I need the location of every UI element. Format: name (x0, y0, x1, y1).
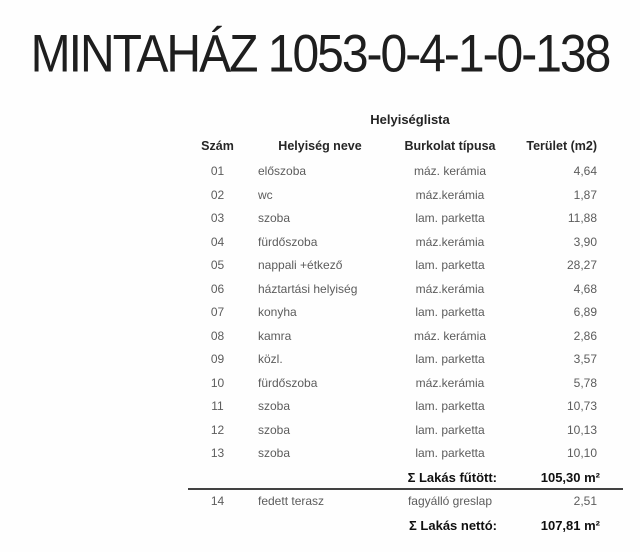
cell-num: 10 (210, 375, 225, 390)
table-row: 06 háztartási helyiség máz.kerámia 4,68 (185, 278, 600, 302)
cell-area: 11,88 (567, 211, 597, 225)
summary-heated-label: Σ Lakás fűtött: (407, 469, 497, 485)
table-row: 01 előszoba máz. kerámia 4,64 (185, 160, 600, 184)
cell-area: 3,90 (573, 234, 597, 249)
cell-area: 2,51 (573, 493, 597, 508)
table-row: 03 szoba lam. parketta 11,88 (185, 207, 600, 231)
cell-area: 6,89 (573, 305, 597, 319)
cell-area: 1,87 (573, 187, 597, 202)
cell-num: 05 (210, 258, 225, 272)
cell-floor: lam. parketta (415, 446, 485, 460)
cell-floor: fagyálló greslap (407, 493, 493, 508)
cell-floor: lam. parketta (415, 305, 485, 319)
table-row: 12 szoba lam. parketta 10,13 (185, 419, 600, 443)
cell-num: 07 (210, 305, 225, 319)
cell-name: szoba (258, 422, 291, 437)
cell-num: 12 (210, 422, 225, 437)
cell-area: 28,27 (566, 258, 597, 272)
cell-num: 01 (210, 164, 225, 178)
column-header-name: Helyiség neve (278, 139, 362, 153)
cell-name: wc (258, 187, 273, 202)
cell-area: 5,78 (573, 375, 597, 390)
cell-name: konyha (258, 305, 297, 319)
table-header-row: Szám Helyiség neve Burkolat típusa Terül… (185, 133, 600, 160)
cell-name: előszoba (258, 164, 307, 178)
cell-num: 08 (210, 328, 225, 343)
table-row-outdoor: 14 fedett terasz fagyálló greslap 2,51 (185, 490, 600, 514)
cell-name: közl. (258, 352, 283, 366)
room-list-table: Helyiséglista Szám Helyiség neve Burkola… (185, 106, 623, 539)
cell-area: 10,73 (566, 399, 597, 413)
column-header-num: Szám (201, 139, 234, 153)
summary-heated-value: 105,30 m² (540, 469, 600, 485)
table-row: 11 szoba lam. parketta 10,73 (185, 395, 600, 419)
cell-area: 3,57 (573, 352, 597, 366)
cell-floor: lam. parketta (415, 258, 485, 272)
cell-floor: máz. kerámia (413, 328, 487, 343)
summary-heated-row: Σ Lakás fűtött: 105,30 m² (185, 466, 600, 490)
cell-name: szoba (258, 446, 291, 460)
cell-name: szoba (258, 211, 291, 225)
cell-name: kamra (258, 328, 292, 343)
cell-floor: lam. parketta (415, 399, 485, 413)
cell-name: háztartási helyiség (258, 281, 358, 296)
cell-num: 09 (210, 352, 225, 366)
cell-area: 4,64 (573, 164, 597, 178)
cell-floor: máz.kerámia (415, 234, 485, 249)
table-row: 05 nappali +étkező lam. parketta 28,27 (185, 254, 600, 278)
table-row: 04 fürdőszoba máz.kerámia 3,90 (185, 231, 600, 255)
cell-floor: máz.kerámia (415, 187, 485, 202)
table-row: 07 konyha lam. parketta 6,89 (185, 301, 600, 325)
cell-floor: lam. parketta (415, 211, 485, 225)
cell-num: 04 (210, 234, 225, 249)
table-row: 13 szoba lam. parketta 10,10 (185, 442, 600, 466)
cell-num: 03 (210, 211, 225, 225)
cell-floor: máz. kerámia (413, 164, 487, 178)
summary-net-label: Σ Lakás nettó: (409, 518, 497, 533)
cell-name: fedett terasz (258, 493, 325, 508)
cell-area: 4,68 (573, 281, 597, 296)
table-row: 09 közl. lam. parketta 3,57 (185, 348, 600, 372)
page-title: MINTAHÁZ 1053-0-4-1-0-138 (30, 25, 612, 84)
cell-num: 13 (210, 446, 225, 460)
cell-num: 11 (211, 399, 224, 413)
cell-name: nappali +étkező (258, 258, 343, 272)
cell-area: 2,86 (573, 328, 597, 343)
cell-name: fürdőszoba (258, 375, 318, 390)
summary-net-row: Σ Lakás nettó: 107,81 m² (185, 513, 600, 539)
cell-area: 10,13 (566, 422, 597, 437)
room-rows: 01 előszoba máz. kerámia 4,64 02 wc máz.kerámi… (185, 160, 600, 466)
summary-net-value: 107,81 m² (540, 518, 600, 533)
cell-area: 10,10 (566, 446, 597, 460)
column-header-area: Terület (m2) (526, 139, 597, 153)
cell-floor: máz.kerámia (415, 375, 485, 390)
cell-floor: máz.kerámia (415, 281, 485, 296)
cell-name: fürdőszoba (258, 234, 318, 249)
cell-num: 02 (210, 187, 225, 202)
summary-divider-line (188, 488, 623, 490)
table-row: 10 fürdőszoba máz.kerámia 5,78 (185, 372, 600, 396)
cell-floor: lam. parketta (415, 422, 485, 437)
cell-floor: lam. parketta (415, 352, 485, 366)
cell-num: 06 (210, 281, 225, 296)
cell-name: szoba (258, 399, 291, 413)
table-row: 08 kamra máz. kerámia 2,86 (185, 325, 600, 349)
column-header-floor: Burkolat típusa (404, 139, 496, 153)
table-caption: Helyiséglista (370, 112, 450, 127)
cell-num: 14 (210, 493, 225, 508)
table-row: 02 wc máz.kerámia 1,87 (185, 184, 600, 208)
